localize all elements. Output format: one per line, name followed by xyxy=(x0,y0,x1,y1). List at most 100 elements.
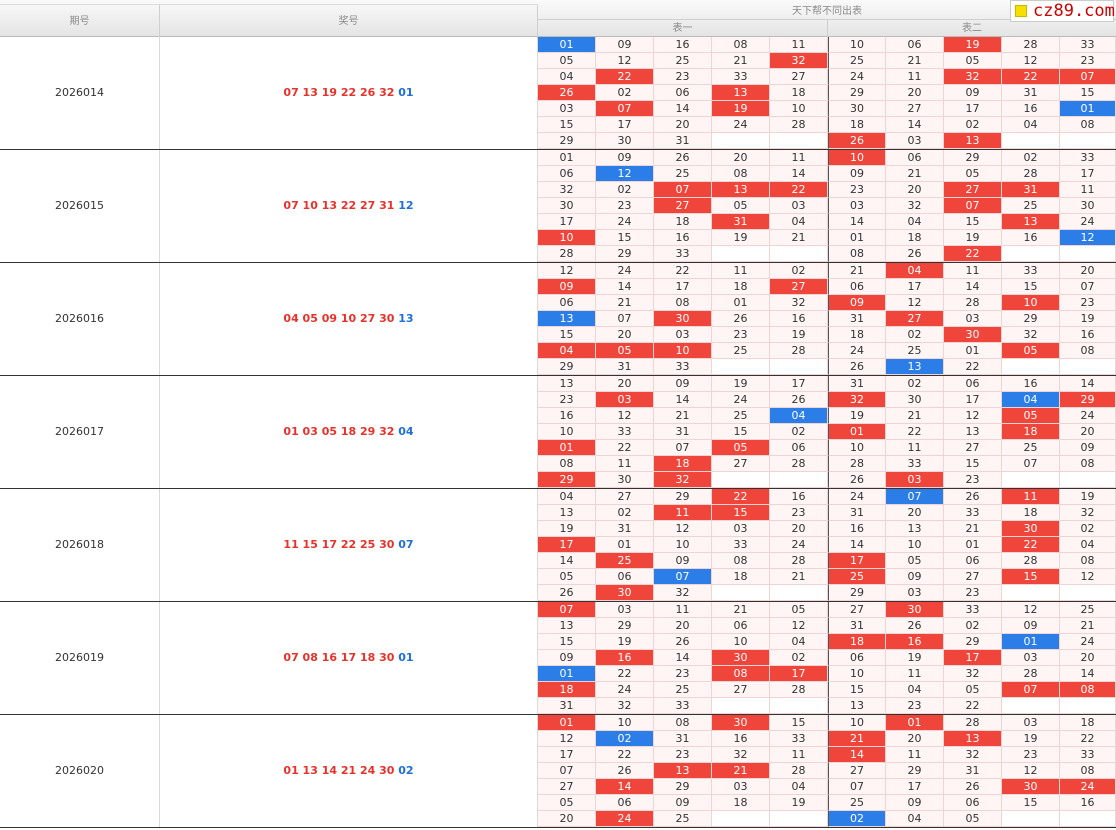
number-grid: 07 03 11 21 05 27 30 33 12 25 13 29 20 06 12 31 26 02 09 21… xyxy=(538,602,1116,714)
grid-cell: 02 xyxy=(1060,521,1116,537)
grid-cell: 01 xyxy=(886,715,944,731)
grid-cell: 16 xyxy=(654,37,712,53)
grid-cell: 32 xyxy=(944,666,1002,682)
grid-cell: 06 xyxy=(538,295,596,311)
grid-cell: 18 xyxy=(712,279,770,295)
grid-cell: 05 xyxy=(770,602,828,618)
grid-cell: 27 xyxy=(944,440,1002,456)
period-row: 2026020 01 13 14 21 24 30 02 01 10 08 30 15 10 0… xyxy=(0,715,1116,828)
grid-cell: 28 xyxy=(828,456,886,472)
grid-cell: 23 xyxy=(944,472,1002,488)
grid-cell: 29 xyxy=(654,779,712,795)
grid-cell: 20 xyxy=(596,327,654,343)
grid-cell: 25 xyxy=(1002,440,1060,456)
grid-cell: 10 xyxy=(712,634,770,650)
grid-cell: 30 xyxy=(538,198,596,214)
grid-cell: 27 xyxy=(944,569,1002,585)
grid-cell: 26 xyxy=(712,311,770,327)
grid-cell: 21 xyxy=(770,230,828,246)
grid-cell: 13 xyxy=(944,731,1002,747)
grid-cell: 33 xyxy=(886,456,944,472)
grid-cell: 05 xyxy=(712,440,770,456)
grid-cell: 21 xyxy=(712,763,770,779)
grid-cell: 16 xyxy=(538,408,596,424)
grid-cell: 30 xyxy=(1002,779,1060,795)
grid-cell: 04 xyxy=(770,408,828,424)
period-row: 2026016 04 05 09 10 27 30 13 12 24 22 11 02 21 0… xyxy=(0,263,1116,376)
grid-cell: 16 xyxy=(596,650,654,666)
grid-cell: 29 xyxy=(828,85,886,101)
grid-cell: 26 xyxy=(828,359,886,375)
grid-cell: 32 xyxy=(1002,327,1060,343)
grid-cell: 11 xyxy=(654,602,712,618)
grid-cell: 15 xyxy=(538,327,596,343)
grid-cell: 09 xyxy=(596,37,654,53)
grid-cell xyxy=(1060,472,1116,488)
grid-cell: 32 xyxy=(828,392,886,408)
grid-cell: 11 xyxy=(770,37,828,53)
grid-cell: 23 xyxy=(654,747,712,763)
grid-cell xyxy=(1002,359,1060,375)
grid-cell: 25 xyxy=(712,343,770,359)
grid-cell: 33 xyxy=(712,69,770,85)
grid-cell: 30 xyxy=(596,133,654,149)
grid-cell: 08 xyxy=(1060,763,1116,779)
grid-cell: 24 xyxy=(1060,408,1116,424)
grid-cell: 02 xyxy=(596,505,654,521)
grid-cell: 28 xyxy=(770,117,828,133)
grid-cell: 03 xyxy=(944,311,1002,327)
grid-cell: 32 xyxy=(770,53,828,69)
grid-cell: 31 xyxy=(828,311,886,327)
grid-cell: 04 xyxy=(770,214,828,230)
grid-cell: 08 xyxy=(712,666,770,682)
grid-cell: 25 xyxy=(654,166,712,182)
grid-cell: 23 xyxy=(654,666,712,682)
grid-cell: 32 xyxy=(596,698,654,714)
grid-cell: 07 xyxy=(828,779,886,795)
grid-cell: 01 xyxy=(538,715,596,731)
grid-cell: 28 xyxy=(1002,553,1060,569)
grid-cell: 24 xyxy=(712,117,770,133)
grid-cell xyxy=(770,811,828,827)
grid-cell: 08 xyxy=(654,715,712,731)
grid-cell: 24 xyxy=(828,343,886,359)
grid-cell: 03 xyxy=(886,133,944,149)
grid-cell: 21 xyxy=(1060,618,1116,634)
grid-cell: 20 xyxy=(886,505,944,521)
grid-cell: 11 xyxy=(654,505,712,521)
grid-cell: 11 xyxy=(886,747,944,763)
grid-cell: 25 xyxy=(712,408,770,424)
grid-cell: 15 xyxy=(538,117,596,133)
grid-cell: 14 xyxy=(1060,666,1116,682)
grid-cell: 12 xyxy=(944,408,1002,424)
red-balls: 07 10 13 22 27 31 xyxy=(283,199,399,212)
grid-cell: 06 xyxy=(828,650,886,666)
grid-cell: 31 xyxy=(1002,85,1060,101)
site-logo[interactable]: cz89.com xyxy=(1010,0,1115,22)
grid-cell: 03 xyxy=(712,779,770,795)
grid-cell: 18 xyxy=(1002,505,1060,521)
grid-cell: 11 xyxy=(944,263,1002,279)
grid-cell: 21 xyxy=(944,521,1002,537)
grid-cell: 17 xyxy=(1060,166,1116,182)
grid-cell: 21 xyxy=(828,731,886,747)
winning-numbers: 07 08 16 17 18 30 01 xyxy=(160,602,538,714)
grid-cell: 12 xyxy=(596,53,654,69)
grid-cell: 29 xyxy=(596,246,654,262)
grid-cell: 15 xyxy=(944,456,1002,472)
winning-numbers: 01 13 14 21 24 30 02 xyxy=(160,715,538,827)
grid-cell: 03 xyxy=(596,602,654,618)
grid-cell: 10 xyxy=(654,537,712,553)
grid-cell: 25 xyxy=(596,553,654,569)
grid-cell: 29 xyxy=(538,472,596,488)
grid-cell: 02 xyxy=(596,85,654,101)
grid-cell: 29 xyxy=(538,133,596,149)
grid-cell: 22 xyxy=(596,69,654,85)
grid-cell: 20 xyxy=(886,85,944,101)
grid-cell: 10 xyxy=(828,715,886,731)
grid-cell: 16 xyxy=(1060,327,1116,343)
grid-cell: 28 xyxy=(770,682,828,698)
grid-cell: 20 xyxy=(596,376,654,392)
grid-cell: 13 xyxy=(654,763,712,779)
issue-number: 2026014 xyxy=(0,37,160,149)
